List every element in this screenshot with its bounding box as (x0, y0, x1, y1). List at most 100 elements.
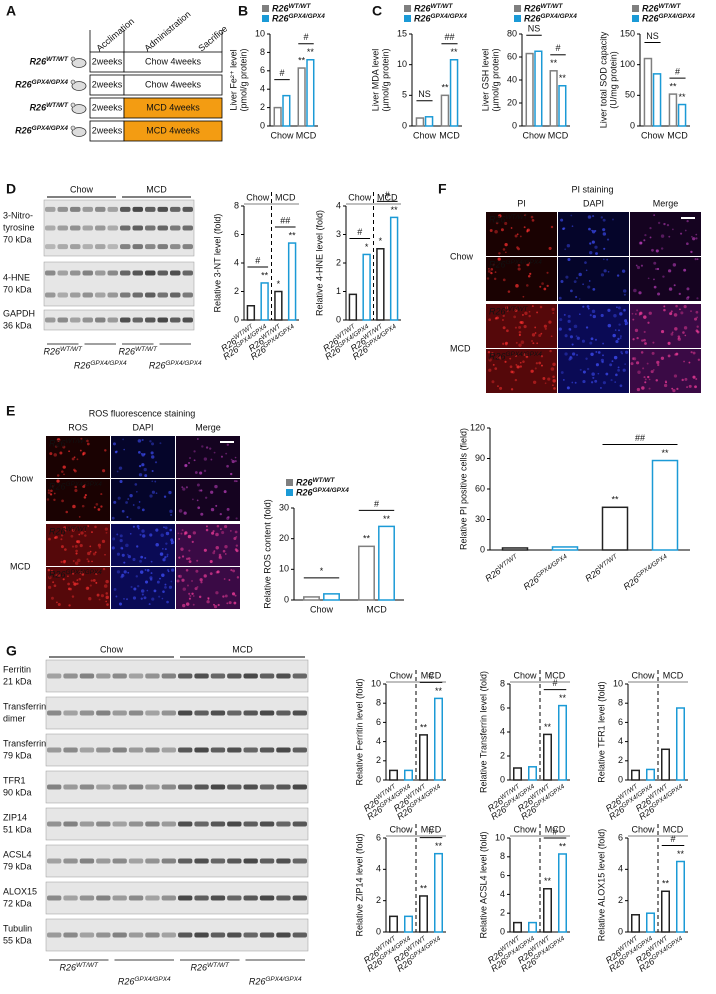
micrograph-speck (671, 228, 674, 231)
blot-band (132, 317, 143, 323)
micrograph-speck (682, 331, 685, 334)
micrograph-speck (79, 449, 82, 452)
blot-band (170, 292, 181, 298)
micrograph-speck (551, 307, 555, 311)
micrograph-speck (543, 287, 547, 291)
blot-band (178, 784, 193, 790)
micrograph-speck (235, 480, 238, 483)
micrograph-speck (64, 529, 67, 532)
micrograph-speck (567, 314, 571, 318)
micrograph-speck (497, 385, 499, 388)
micrograph-speck (233, 479, 237, 483)
y-axis-label: Liver MDA level (370, 49, 380, 112)
group-label: Chow (389, 824, 413, 834)
micrograph-speck (136, 490, 138, 493)
micrograph-speck (513, 315, 517, 319)
micrograph-speck (223, 490, 227, 494)
micrograph-speck (139, 533, 142, 536)
bar (297, 67, 306, 127)
micrograph-speck (207, 597, 210, 600)
blot-band (170, 244, 181, 250)
micrograph (46, 436, 110, 478)
micrograph-speck (116, 552, 121, 556)
micrograph-speck (623, 308, 626, 312)
micrograph-speck (552, 375, 555, 378)
legend-swatch (632, 15, 639, 22)
micrograph (111, 479, 175, 521)
group-label: Chow (513, 670, 537, 680)
micrograph-speck (507, 290, 511, 293)
significance: ** (544, 876, 552, 886)
blot-band (128, 895, 144, 901)
micrograph-speck (105, 531, 108, 534)
micrograph-speck (622, 289, 627, 293)
bar (661, 748, 670, 781)
micrograph-speck (636, 309, 639, 312)
micrograph-speck (518, 333, 521, 337)
micrograph-speck (649, 236, 652, 239)
schedule-text: MCD 4weeks (146, 125, 200, 135)
micrograph-speck (111, 546, 115, 550)
micrograph-speck (141, 508, 145, 512)
micrograph-speck (200, 489, 203, 492)
micrograph-speck (224, 594, 228, 598)
micrograph-speck (602, 381, 606, 385)
blot-kda: 90 kDa (3, 787, 32, 797)
micrograph-speck (77, 558, 81, 563)
condition-label: Chow (10, 473, 34, 483)
blot-band (170, 270, 181, 276)
micrograph (558, 257, 629, 301)
micrograph-speck (637, 370, 641, 374)
significance: ** (679, 92, 687, 102)
significance: ** (391, 205, 399, 215)
x-tick-label: MCD (439, 130, 460, 140)
micrograph-speck (196, 438, 199, 440)
panel-letter: G (6, 643, 17, 659)
micrograph-speck (663, 305, 666, 308)
micrograph-speck (532, 380, 537, 384)
micrograph-speck (192, 531, 196, 535)
micrograph-speck (162, 548, 164, 550)
micrograph-speck (613, 355, 618, 360)
micrograph-speck (540, 355, 544, 358)
blot-band (45, 244, 56, 250)
schedule-text: 2weeks (92, 79, 123, 89)
y-axis-label: (µmol/g protein) (490, 48, 500, 111)
y-tick-label: 0 (336, 314, 341, 324)
micrograph-speck (204, 496, 208, 499)
micrograph-speck (164, 583, 167, 586)
micrograph-speck (153, 589, 157, 593)
channel-label: PI (517, 198, 526, 208)
blot-band (210, 932, 226, 938)
micrograph-speck (660, 356, 665, 360)
blot-band (157, 206, 168, 212)
y-axis-label: Liver GSH level (480, 49, 490, 112)
micrograph-speck (164, 526, 168, 530)
micrograph-speck (61, 470, 64, 473)
blot-band (157, 244, 168, 250)
micrograph-speck (178, 509, 183, 513)
micrograph-speck (492, 363, 495, 366)
micrograph-speck (515, 341, 518, 344)
significance: * (365, 242, 369, 252)
micrograph-speck (620, 351, 623, 354)
micrograph-speck (166, 553, 169, 556)
micrograph-speck (87, 551, 91, 556)
micrograph-speck (516, 233, 519, 236)
micrograph-speck (495, 316, 499, 320)
blot-band (96, 932, 111, 938)
micrograph-speck (575, 295, 578, 298)
micrograph-speck (155, 492, 158, 494)
micrograph-speck (101, 539, 106, 543)
micrograph-speck (590, 337, 594, 341)
micrograph-speck (191, 592, 194, 595)
significance: ** (661, 448, 669, 458)
blot-band (107, 292, 118, 298)
micrograph-speck (214, 484, 218, 489)
blot-band (259, 673, 275, 679)
micrograph-speck (54, 445, 58, 448)
genotype-label: R26WT/WT (44, 346, 83, 357)
bar (646, 912, 655, 933)
micrograph-speck (137, 584, 140, 588)
micrograph (558, 349, 629, 393)
